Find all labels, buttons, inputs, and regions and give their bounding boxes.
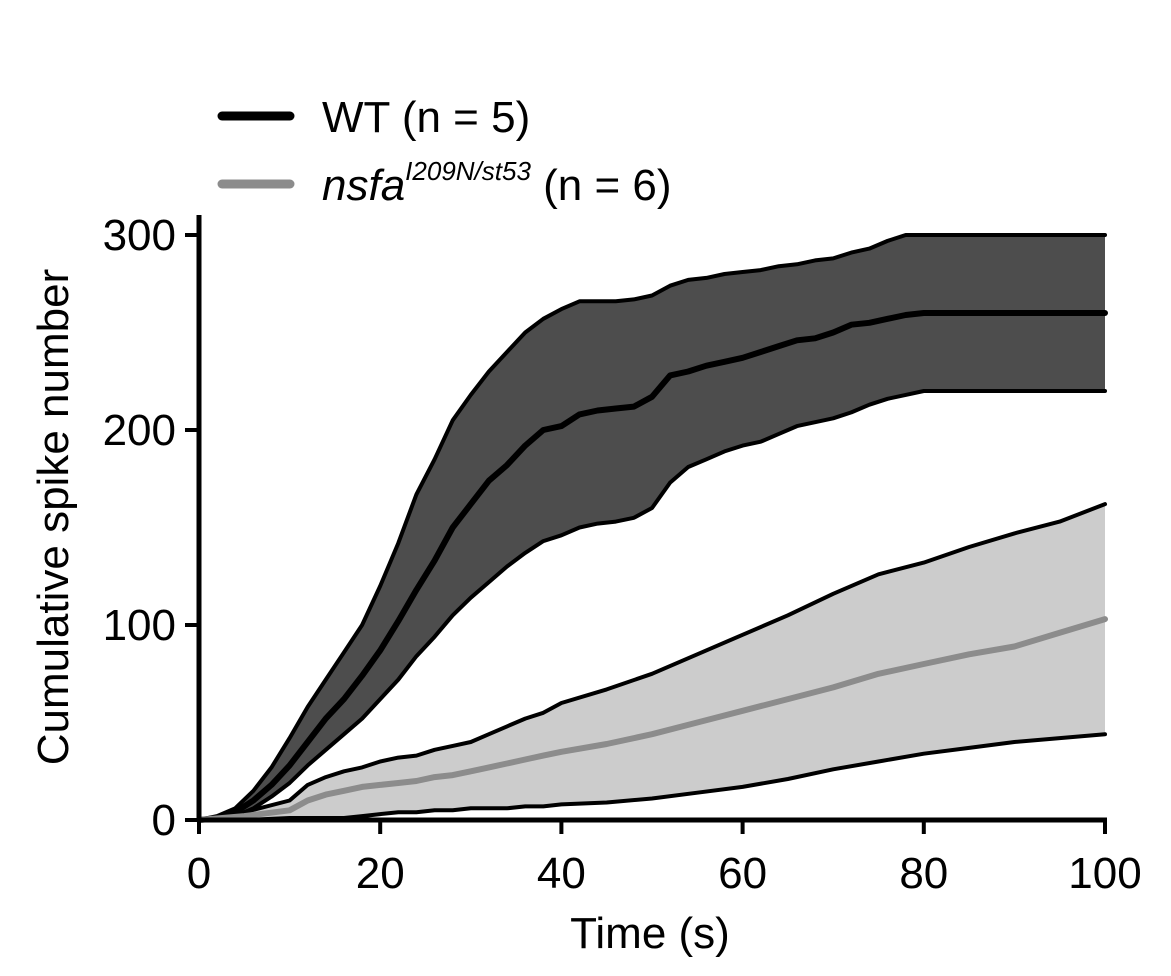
x-tick-label: 20 xyxy=(356,849,405,898)
x-tick-label: 80 xyxy=(899,849,948,898)
y-axis-title: Cumulative spike number xyxy=(29,269,78,765)
series-lines xyxy=(196,233,1108,823)
legend: WT (n = 5) nsfaI209N/st53 (n = 6) xyxy=(217,93,672,210)
mean-line-wt xyxy=(196,310,1108,823)
mean-line-nsfa xyxy=(196,616,1108,823)
y-ticks: 0 100 200 300 xyxy=(103,211,199,845)
x-ticks: 0 20 40 60 80 100 xyxy=(187,820,1142,898)
band-nsfa xyxy=(199,504,1105,820)
x-tick-label: 0 xyxy=(187,849,211,898)
upper-bound-line-nsfa xyxy=(197,502,1107,822)
y-tick-label: 0 xyxy=(152,796,176,845)
upper-bound-line-wt xyxy=(197,233,1107,822)
legend-label-nsfa-sup: I209N/st53 xyxy=(405,156,531,186)
lower-bound-line-wt xyxy=(197,389,1107,822)
legend-label-nsfa-main: nsfa xyxy=(322,161,405,210)
legend-label-nsfa: nsfaI209N/st53 (n = 6) xyxy=(322,156,672,210)
legend-label-wt: WT (n = 5) xyxy=(322,93,530,142)
x-tick-label: 100 xyxy=(1068,849,1141,898)
y-tick-label: 100 xyxy=(103,601,176,650)
legend-label-nsfa-suffix: (n = 6) xyxy=(531,161,672,210)
band-wt xyxy=(199,235,1105,820)
y-tick-label: 300 xyxy=(103,211,176,260)
x-tick-label: 60 xyxy=(718,849,767,898)
y-tick-label: 200 xyxy=(103,406,176,455)
x-axis-title: Time (s) xyxy=(570,909,730,958)
confidence-bands xyxy=(199,235,1105,820)
x-tick-label: 40 xyxy=(537,849,586,898)
